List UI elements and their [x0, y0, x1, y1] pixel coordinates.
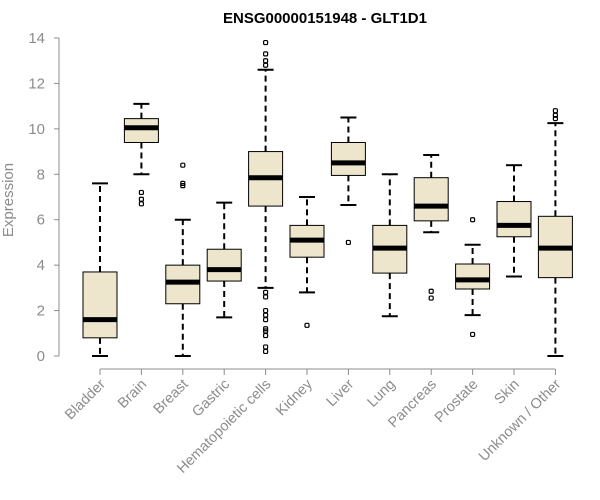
box-prostate — [455, 217, 491, 338]
outlier-point — [263, 58, 269, 64]
plot-area — [82, 39, 573, 357]
y-axis-label: Expression — [0, 163, 17, 237]
outlier-point — [263, 289, 269, 295]
y-tick-label: 10 — [28, 121, 45, 138]
outlier-point — [138, 201, 144, 207]
iqr-box — [330, 141, 366, 176]
y-tick-label: 0 — [37, 348, 45, 365]
y-tick-label: 14 — [28, 30, 45, 47]
outlier-point — [345, 239, 351, 246]
outlier-point — [138, 196, 144, 202]
box-unknown-other — [537, 108, 573, 357]
x-tick-label: Skin — [492, 377, 523, 408]
iqr-box — [82, 271, 118, 339]
y-axis: 0 2 4 6 8 10 12 14 — [28, 30, 60, 365]
outlier-point — [180, 180, 186, 186]
outlier-point — [470, 331, 476, 338]
x-tick-label: Brain — [115, 377, 150, 412]
box-skin — [496, 164, 532, 278]
outlier-point — [263, 39, 269, 46]
chart-title: ENSG00000151948 - GLT1D1 — [223, 10, 427, 27]
box-lung — [372, 173, 408, 318]
outlier-point — [263, 294, 269, 300]
box-liver — [330, 116, 366, 246]
outlier-point — [552, 108, 559, 114]
outlier-point — [428, 288, 434, 294]
x-tick-label: Lung — [364, 377, 398, 411]
outlier-point — [304, 322, 310, 328]
y-tick-label: 4 — [37, 257, 45, 274]
x-tick-label: Bladder — [62, 376, 109, 423]
outlier-point — [263, 326, 269, 332]
outlier-point — [263, 307, 269, 314]
iqr-box — [455, 263, 491, 290]
x-tick-label: Liver — [324, 376, 358, 410]
outlier-point — [263, 317, 269, 323]
iqr-box — [123, 118, 159, 143]
outlier-point — [263, 62, 269, 68]
outlier-point — [263, 312, 269, 318]
outlier-point — [263, 344, 269, 350]
box-pancreas — [413, 153, 449, 301]
box-brain — [123, 102, 159, 207]
box-hematopoietic-cells — [248, 39, 284, 355]
y-tick-label: 12 — [28, 75, 45, 92]
box-breast — [165, 162, 201, 357]
x-tick-label: Prostate — [432, 377, 481, 426]
x-tick-label: Kidney — [273, 376, 316, 419]
iqr-box — [413, 177, 449, 222]
iqr-box — [206, 248, 242, 282]
outlier-point — [470, 217, 476, 223]
box-gastric — [206, 201, 242, 319]
outlier-point — [180, 162, 186, 168]
y-tick-label: 8 — [37, 166, 45, 183]
x-tick-label: Breast — [151, 377, 192, 418]
iqr-box — [496, 201, 532, 238]
box-kidney — [289, 196, 325, 328]
y-tick-label: 2 — [37, 303, 45, 320]
box-bladder — [82, 182, 118, 357]
outlier-point — [428, 295, 434, 301]
outlier-point — [263, 348, 269, 355]
outlier-point — [138, 189, 144, 196]
outlier-point — [552, 112, 559, 118]
outlier-point — [263, 332, 269, 339]
outlier-point — [263, 51, 269, 57]
y-tick-label: 6 — [37, 212, 45, 229]
